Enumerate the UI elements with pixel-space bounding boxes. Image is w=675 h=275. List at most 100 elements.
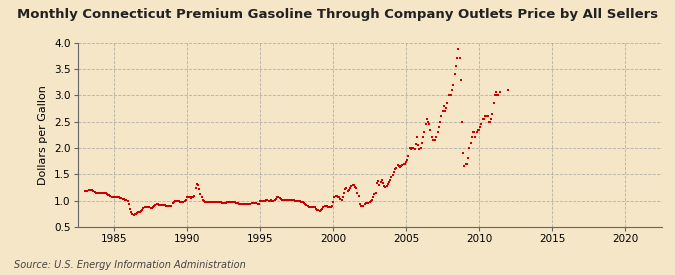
Point xyxy=(491,90,502,94)
Point xyxy=(192,182,202,186)
Point xyxy=(274,196,285,200)
Point xyxy=(431,135,442,140)
Point xyxy=(368,195,379,200)
Point xyxy=(180,198,191,202)
Point xyxy=(154,203,165,207)
Point xyxy=(324,205,335,209)
Point xyxy=(80,189,90,193)
Point xyxy=(306,205,317,210)
Point xyxy=(109,195,119,200)
Point xyxy=(358,204,369,208)
Point xyxy=(192,183,203,188)
Point xyxy=(90,191,101,195)
Point xyxy=(148,205,159,209)
Point xyxy=(118,197,129,201)
Point xyxy=(353,194,364,198)
Point xyxy=(252,202,263,206)
Point xyxy=(298,201,309,205)
Point xyxy=(342,188,353,193)
Point xyxy=(106,195,117,199)
Point xyxy=(171,198,182,203)
Point xyxy=(173,198,184,203)
Point xyxy=(481,114,492,119)
Point xyxy=(371,181,382,185)
Point xyxy=(100,191,111,196)
Point xyxy=(408,146,418,151)
Point xyxy=(259,198,269,203)
Point xyxy=(244,202,254,206)
Point xyxy=(104,193,115,197)
Point xyxy=(444,93,455,98)
Point xyxy=(380,185,391,189)
Point xyxy=(180,199,190,203)
Point xyxy=(162,204,173,208)
Point xyxy=(406,147,416,151)
Point xyxy=(315,208,325,213)
Point xyxy=(89,190,100,194)
Point xyxy=(174,199,185,204)
Point xyxy=(88,189,99,193)
Point xyxy=(389,169,400,174)
Point xyxy=(82,188,92,193)
Point xyxy=(391,166,402,171)
Point xyxy=(414,147,425,151)
Point xyxy=(351,186,362,191)
Point xyxy=(475,125,485,129)
Point xyxy=(284,197,295,202)
Point xyxy=(400,161,410,166)
Point xyxy=(146,206,157,210)
Point xyxy=(161,204,172,208)
Point xyxy=(347,183,358,187)
Point xyxy=(251,201,262,205)
Point xyxy=(346,184,356,188)
Point xyxy=(213,200,224,204)
Point xyxy=(81,189,92,193)
Point xyxy=(286,197,297,202)
Point xyxy=(113,195,124,200)
Point xyxy=(363,200,374,205)
Point xyxy=(327,204,338,209)
Point xyxy=(319,204,330,208)
Point xyxy=(84,188,95,192)
Point xyxy=(285,197,296,202)
Point xyxy=(330,194,341,199)
Point xyxy=(375,180,386,184)
Point xyxy=(92,191,103,195)
Point xyxy=(409,147,420,151)
Point xyxy=(321,204,331,208)
Point xyxy=(261,198,271,202)
Point xyxy=(450,64,461,68)
Point xyxy=(383,180,394,184)
Point xyxy=(272,195,283,200)
Point xyxy=(387,173,398,178)
Point xyxy=(476,122,487,127)
Point xyxy=(474,127,485,132)
Point xyxy=(224,200,235,204)
Point xyxy=(183,195,194,199)
Point xyxy=(307,205,318,210)
Text: Source: U.S. Energy Information Administration: Source: U.S. Energy Information Administ… xyxy=(14,260,245,270)
Point xyxy=(416,141,427,145)
Point xyxy=(134,210,145,214)
Point xyxy=(341,186,352,190)
Point xyxy=(218,200,229,205)
Point xyxy=(95,191,106,196)
Point xyxy=(271,197,281,201)
Point xyxy=(362,200,373,205)
Point xyxy=(392,163,403,167)
Point xyxy=(184,195,195,200)
Point xyxy=(344,187,354,192)
Point xyxy=(439,109,450,113)
Point xyxy=(143,205,154,209)
Point xyxy=(239,202,250,206)
Point xyxy=(248,200,259,205)
Point xyxy=(130,212,140,216)
Point xyxy=(398,161,409,166)
Point xyxy=(133,210,144,214)
Point xyxy=(273,195,284,200)
Point xyxy=(426,135,437,140)
Point xyxy=(216,200,227,204)
Point xyxy=(442,101,453,105)
Point xyxy=(149,204,160,208)
Point xyxy=(267,198,277,203)
